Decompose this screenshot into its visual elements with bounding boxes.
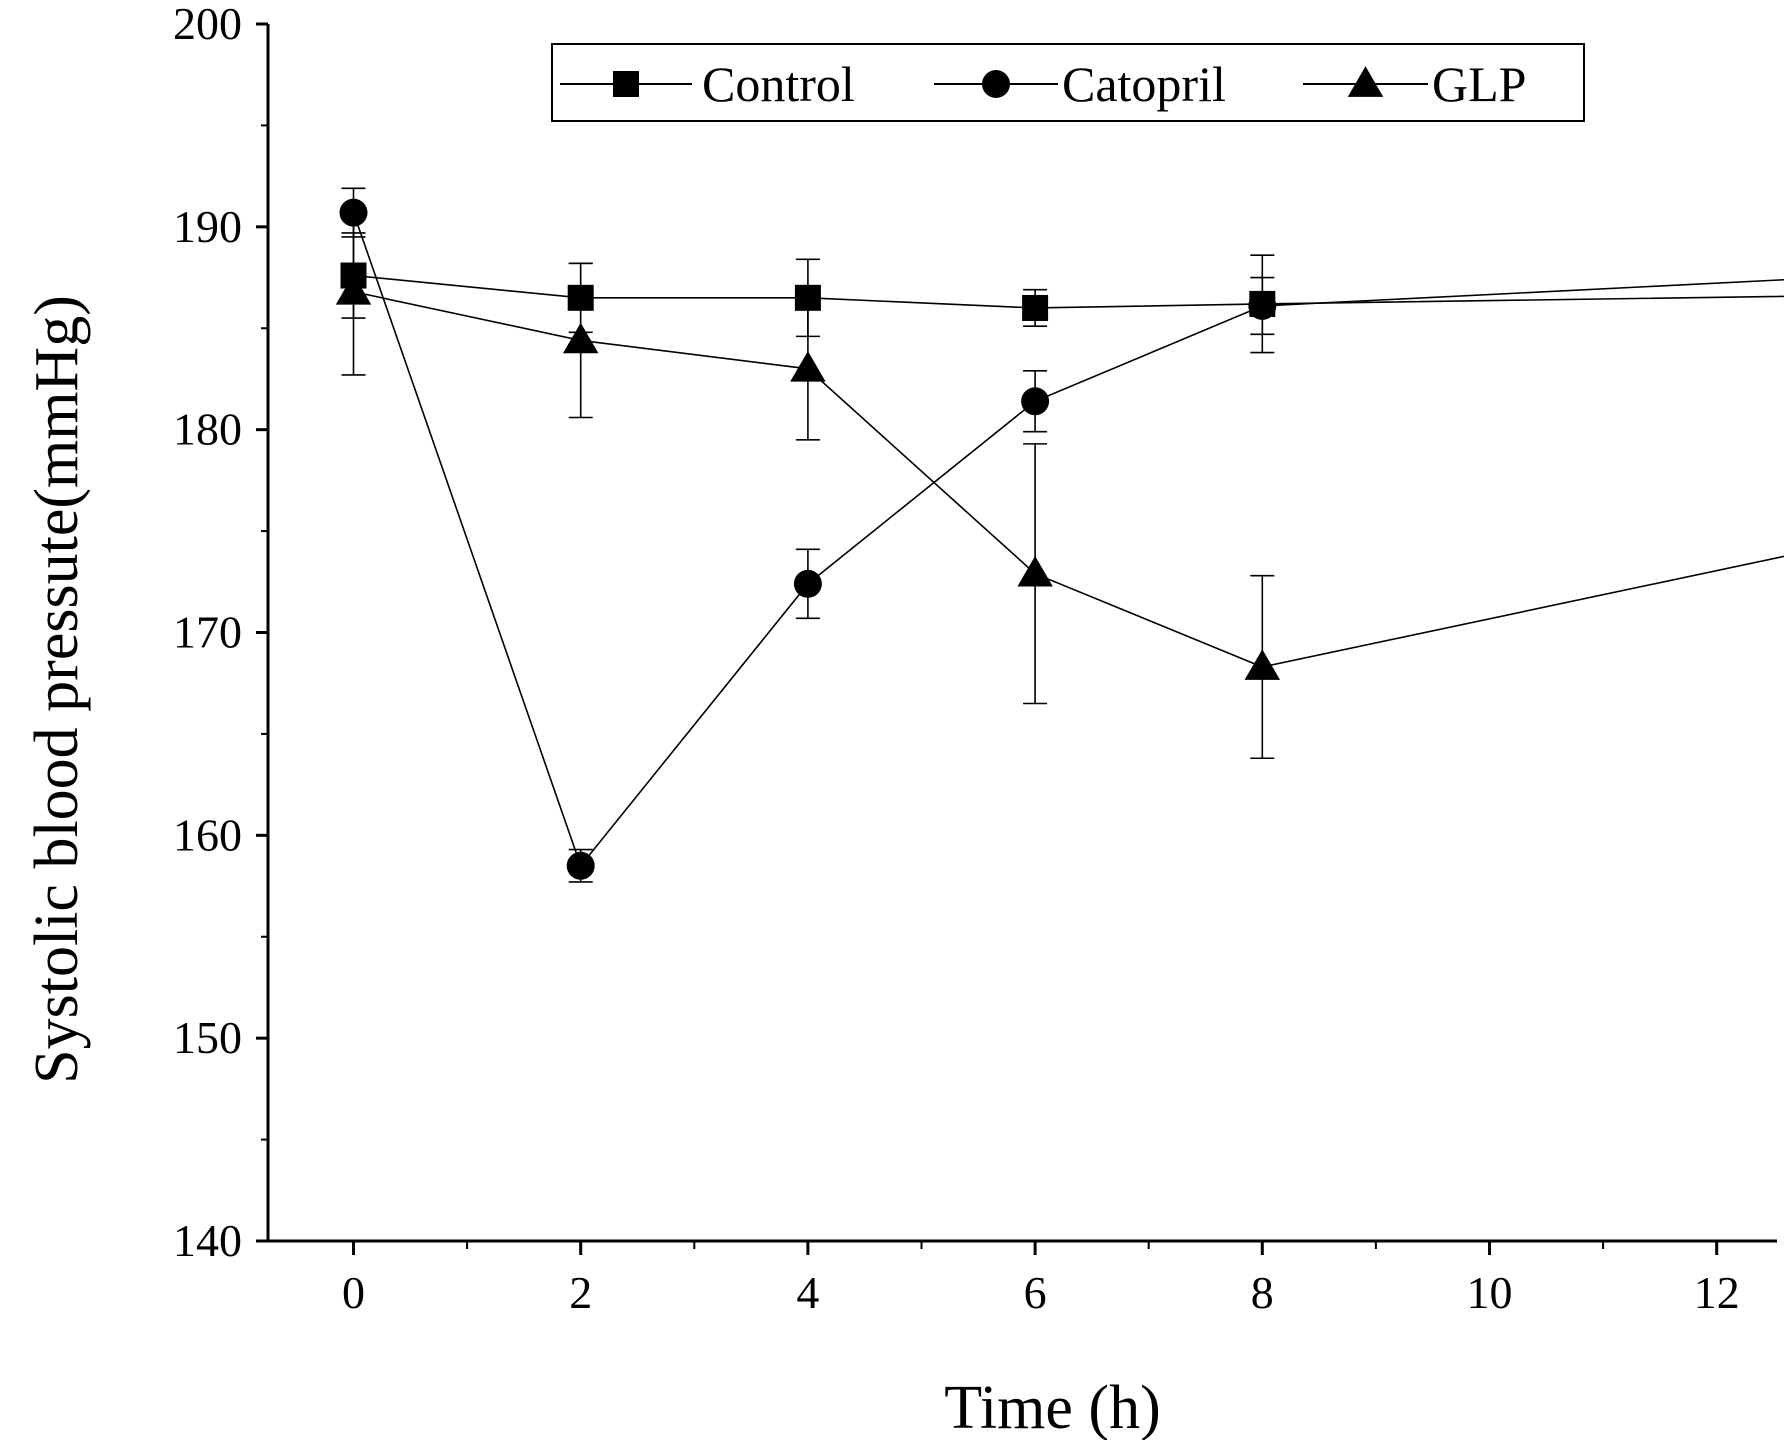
series-line [353,290,1784,668]
data-point [1248,291,1277,320]
legend-label: Control [702,56,855,112]
data-point [790,351,826,382]
x-tick-label: 2 [569,1267,592,1318]
legend-marker [982,70,1010,98]
x-tick-label: 6 [1024,1267,1047,1318]
series-control [340,232,1784,354]
data-point [1244,649,1281,680]
legend-marker [613,71,639,97]
y-tick-label: 140 [173,1215,242,1266]
y-tick-label: 170 [173,607,242,658]
x-tick-label: 8 [1251,1267,1274,1318]
y-tick-label: 180 [173,404,242,455]
legend: Control Catopril GLP [551,43,1585,122]
legend-label: GLP [1432,56,1526,112]
series-glp [335,207,1784,760]
series-layer [335,187,1784,883]
legend-marker [1347,66,1384,97]
x-tick-label: 0 [342,1267,365,1318]
y-tick-label: 150 [173,1012,242,1063]
x-tick-label: 4 [796,1267,819,1318]
data-point [793,569,822,598]
series-line [352,212,1784,868]
x-tick-label: 12 [1694,1267,1740,1318]
data-point [1017,555,1053,587]
data-point [566,851,595,880]
data-point [1022,294,1049,321]
series-catopril [339,187,1784,883]
data-point [335,274,372,305]
data-point [1021,387,1050,416]
x-tick-label: 10 [1467,1267,1513,1318]
y-axis-title: Systolic blood pressute(mmHg) [23,295,91,1084]
legend-box [551,43,1585,122]
data-point [562,322,599,354]
y-tick-label: 190 [173,201,242,252]
x-axis-title: Time (h) [944,1374,1160,1440]
legend-label: Catopril [1062,56,1226,112]
axes: 1401501601701801902000246810121416182022… [173,0,1777,1318]
series-line [353,274,1784,309]
y-tick-label: 160 [173,809,242,860]
y-tick-label: 200 [173,0,242,49]
